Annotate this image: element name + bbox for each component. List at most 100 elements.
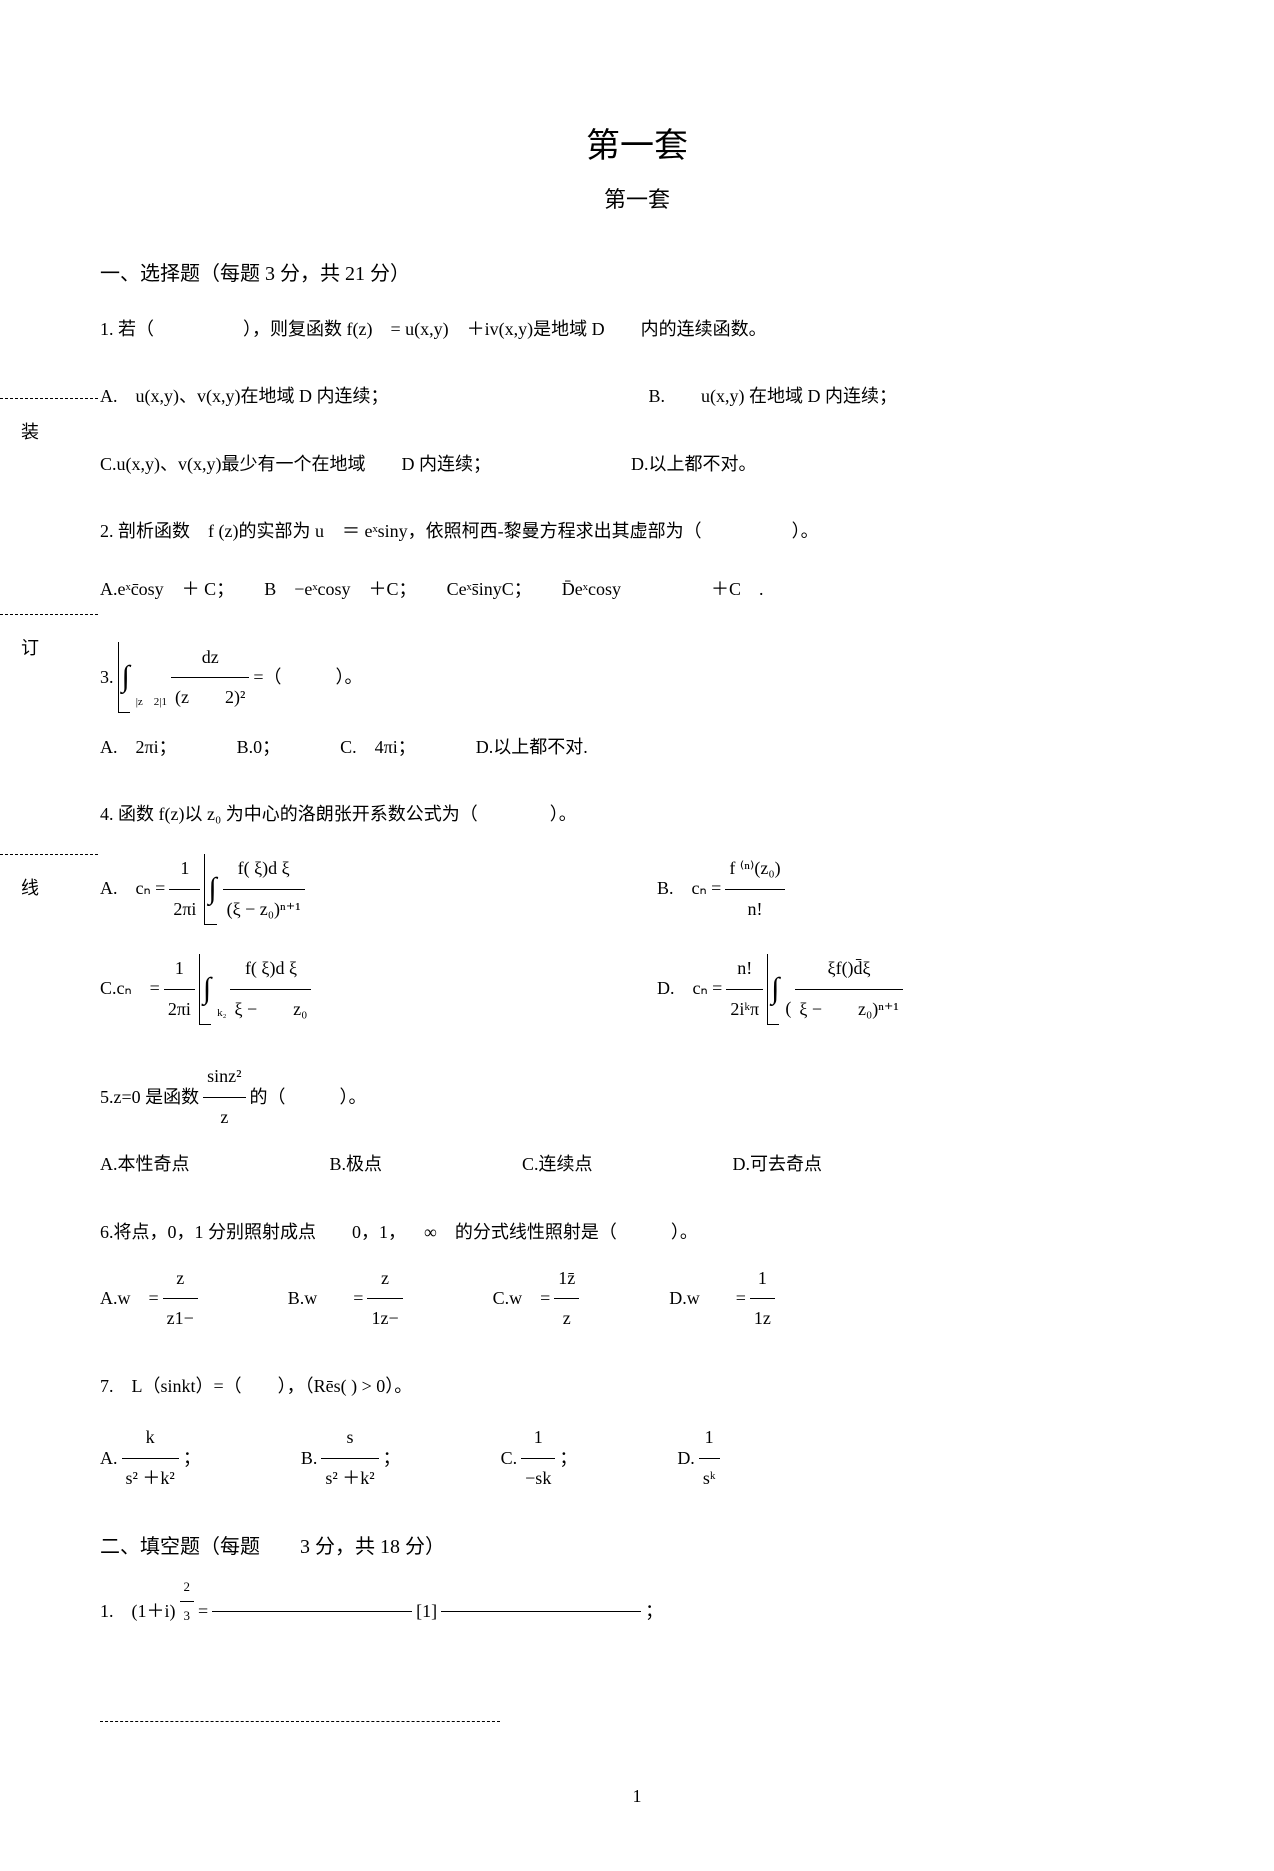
q6-Apre: A.w = [100, 1279, 159, 1319]
q6-Cnum: 1z̄ [554, 1259, 579, 1300]
q6-Dden: 1z [750, 1299, 775, 1339]
footer-dashed-line [100, 1721, 500, 1722]
question-5: 5.z=0 是函数 sinz²z 的（ ）。 A.本性奇点 B.极点 C.连续点… [100, 1057, 1174, 1185]
q7-Dden: sᵏ [699, 1459, 720, 1499]
integral-icon: ∫ [204, 854, 216, 925]
s2q1-end: ； [645, 1592, 663, 1632]
q4-C-den2: ξ − z₀ [230, 990, 311, 1030]
q7-Cpre: C. [501, 1439, 518, 1479]
integral-icon: ∫ [118, 642, 130, 713]
q4-D-den1: 2iᵏπ [726, 990, 763, 1030]
q6-Dnum: 1 [750, 1259, 775, 1300]
q7-Csuf: ； [559, 1439, 577, 1479]
q7-Dnum: 1 [699, 1418, 720, 1459]
question-7: 7. L（sinkt）=（ ），（Rēs( ) > 0）。 A. ks² ＋k²… [100, 1367, 1174, 1499]
q3-num: dz [171, 638, 249, 679]
q4-B-pre: B. cₙ = [657, 869, 721, 909]
q1-stem-b: ），则复函数 f(z) = u(x,y) ＋iv(x,y)是地域 D 内的连续函… [243, 319, 767, 339]
q2-optC: Ceˣs̄inyC； [447, 570, 532, 610]
q4-B-den: n! [725, 890, 784, 930]
q4-B-num: f ⁽ⁿ⁾(z₀) [725, 849, 784, 890]
q5-after: 的（ ）。 [250, 1078, 367, 1118]
q3-int-sub: |z 2|1 [136, 690, 167, 714]
q6-Anum: z [163, 1259, 198, 1300]
q4-C-num2: f( ξ)d ξ [230, 949, 311, 990]
q7-Bden: s² ＋k² [321, 1459, 378, 1499]
q7-Aden: s² ＋k² [122, 1459, 179, 1499]
q7-Asuf: ； [183, 1439, 201, 1479]
q3-optC: C. 4πi； [340, 728, 416, 768]
q7-Cden: −sk [521, 1459, 555, 1499]
q4-C-den1: 2πi [164, 990, 195, 1030]
q4-D-num2: ξf()d̄ξ [795, 949, 903, 990]
q4-A-pre: A. cₙ = [100, 869, 165, 909]
q2-stem: 2. 剖析函数 f (z)的实部为 u ＝ eˣsiny，依照柯西-黎曼方程求出… [100, 521, 819, 541]
binding-mark-a: 装 [0, 418, 60, 447]
q6-Bden: 1z− [367, 1299, 402, 1339]
q3-prefix: 3. [100, 658, 114, 698]
section1-heading: 一、选择题（每题 3 分，共 21 分） [100, 258, 1174, 290]
q5-den: z [203, 1098, 245, 1138]
s2q1-eq: = [198, 1592, 208, 1632]
section2-heading: 二、填空题（每题 3 分，共 18 分） [100, 1531, 1174, 1563]
q4-C-pre: C.cₙ = [100, 969, 160, 1009]
q6-Cden: z [554, 1299, 579, 1339]
q7-Bpre: B. [301, 1439, 318, 1479]
q4-C-num1: 1 [164, 949, 195, 990]
q4-D-paren: ( [785, 989, 791, 1029]
q4-A-num1: 1 [169, 849, 200, 890]
q4-A-den2: (ξ − z₀)ⁿ⁺¹ [223, 890, 305, 930]
q1-stem-a: 1. 若（ [100, 319, 154, 339]
q7-Apre: A. [100, 1439, 118, 1479]
q5-optA: A.本性奇点 [100, 1145, 190, 1185]
q1-optD: D.以上都不对。 [631, 445, 757, 485]
q2-optA: A.eˣc̄osy ＋ C； [100, 570, 234, 610]
binding-mark-c: 线 [0, 874, 60, 903]
q4-D-den2: ξ − z₀)ⁿ⁺¹ [795, 990, 903, 1030]
fill-question-1: 1. (1＋i) 2 3 = [1] ； [100, 1583, 1174, 1641]
question-3: 3. ∫ |z 2|1 dz (z 2)² =（ ）。 A. 2πi； B.0；… [100, 638, 1174, 768]
s2q1-pre: 1. (1＋i) [100, 1592, 176, 1632]
q6-stem: 6.将点，0，1 分别照射成点 0，1， ∞ 的分式线性照射是（ ）。 [100, 1222, 698, 1242]
q6-Bpre: B.w = [288, 1279, 364, 1319]
s2q1-expnum: 2 [180, 1573, 195, 1603]
question-6: 6.将点，0，1 分别照射成点 0，1， ∞ 的分式线性照射是（ ）。 A.w … [100, 1213, 1174, 1339]
page-title: 第一套 [100, 120, 1174, 174]
binding-line-2 [0, 614, 98, 615]
q3-optD: D.以上都不对. [476, 728, 588, 768]
question-1: 1. 若（ ），则复函数 f(z) = u(x,y) ＋iv(x,y)是地域 D… [100, 310, 1174, 485]
q5-prefix: 5.z=0 是函数 [100, 1078, 199, 1118]
q7-Bsuf: ； [383, 1439, 401, 1479]
q7-stem: 7. L（sinkt）=（ ），（Rēs( ) > 0）。 [100, 1376, 412, 1396]
q3-optA: A. 2πi； [100, 728, 177, 768]
q1-optB: B. u(x,y) 在地域 D 内连续； [648, 377, 897, 417]
q7-Dpre: D. [677, 1439, 695, 1479]
q4-C-intsub: k₂ [217, 1001, 226, 1025]
q6-Bnum: z [367, 1259, 402, 1300]
q4-D-pre: D. cₙ = [657, 969, 722, 1009]
blank-input[interactable] [212, 1611, 412, 1612]
q6-Cpre: C.w = [493, 1279, 551, 1319]
q7-Bnum: s [321, 1418, 378, 1459]
s2q1-expden: 3 [180, 1602, 195, 1631]
q6-Dpre: D.w = [669, 1279, 746, 1319]
s2q1-tag: [1] [416, 1592, 437, 1632]
integral-icon: ∫ [767, 954, 779, 1025]
binding-line-3 [0, 854, 98, 855]
q2-optB: B −eˣcosy ＋C； [264, 570, 416, 610]
question-2: 2. 剖析函数 f (z)的实部为 u ＝ eˣsiny，依照柯西-黎曼方程求出… [100, 512, 1174, 609]
q6-Aden: z1− [163, 1299, 198, 1339]
integral-icon: ∫ [199, 954, 211, 1025]
q4-A-den1: 2πi [169, 890, 200, 930]
q4-D-num1: n! [726, 949, 763, 990]
q5-optD: D.可去奇点 [733, 1145, 823, 1185]
q3-den: (z 2)² [171, 678, 249, 718]
page-subtitle: 第一套 [100, 182, 1174, 217]
q5-optC: C.连续点 [522, 1145, 593, 1185]
q4-A-num2: f( ξ)d ξ [223, 849, 305, 890]
blank-input[interactable] [441, 1611, 641, 1612]
q5-optB: B.极点 [330, 1145, 383, 1185]
q1-optA: A. u(x,y)、v(x,y)在地域 D 内连续； [100, 377, 388, 417]
q7-Cnum: 1 [521, 1418, 555, 1459]
q3-after: =（ ）。 [253, 658, 362, 698]
